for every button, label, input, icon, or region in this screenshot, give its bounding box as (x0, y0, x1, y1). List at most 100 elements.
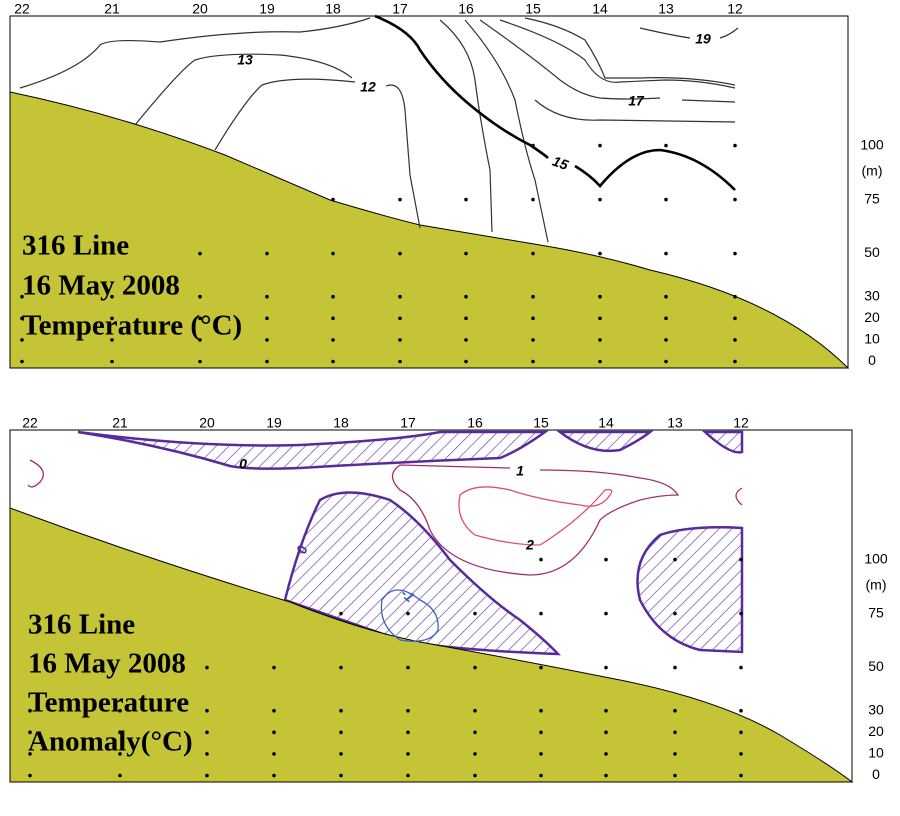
sample-point (733, 197, 737, 202)
sample-point (110, 316, 114, 321)
sample-point (673, 773, 677, 778)
depth-label: 75 (868, 604, 884, 620)
sample-point (198, 359, 202, 364)
sample-point (673, 752, 677, 756)
contour-label: 19 (695, 31, 711, 47)
sample-point (539, 665, 543, 670)
contour-label: 13 (237, 52, 253, 68)
sample-point (464, 197, 468, 202)
title-line: 316 Line (28, 609, 135, 641)
sample-point (110, 294, 114, 299)
sample-point (598, 294, 602, 299)
station-label: 21 (112, 415, 128, 431)
sample-point (339, 708, 343, 713)
sample-point (272, 665, 276, 670)
contour-label: 15 (550, 153, 570, 173)
sample-point (406, 611, 410, 616)
sample-point (733, 316, 737, 321)
sample-point (673, 708, 677, 713)
sample-point (205, 708, 209, 713)
depth-label: 0 (872, 766, 880, 782)
title-line: 16 May 2008 (22, 270, 180, 302)
depth-label: 50 (864, 244, 880, 260)
sample-point (464, 359, 468, 364)
title-line: 316 Line (22, 230, 129, 262)
station-label: 12 (733, 415, 749, 431)
sample-point (339, 611, 343, 616)
seafloor (9, 91, 850, 369)
contour-label: 1 (516, 463, 524, 479)
sample-point (198, 294, 202, 299)
station-label: 17 (400, 415, 416, 431)
sample-point (265, 316, 269, 321)
sample-point (398, 251, 402, 256)
sample-point (739, 708, 743, 713)
station-label: 13 (667, 415, 683, 431)
sample-point (739, 773, 743, 778)
sample-point (205, 773, 209, 778)
sample-point (539, 773, 543, 778)
sample-point (20, 359, 24, 364)
sample-point (473, 752, 477, 756)
negative-region (77, 430, 549, 470)
sample-point (604, 611, 608, 616)
contour-label: 12 (360, 79, 376, 95)
sample-point (733, 338, 737, 342)
sample-point (739, 752, 743, 756)
title-line: Temperature (28, 687, 189, 719)
sample-point (20, 316, 24, 321)
contours (19, 14, 739, 243)
sample-point (598, 143, 602, 148)
sample-point (598, 316, 602, 321)
contours (27, 459, 743, 642)
sample-point (664, 359, 668, 364)
depth-label: 10 (864, 331, 880, 347)
sample-point (664, 338, 668, 342)
sample-point (598, 251, 602, 256)
sample-point (398, 197, 402, 202)
station-label: 19 (266, 415, 282, 431)
sample-point (473, 665, 477, 670)
station-label: 22 (22, 415, 38, 431)
sample-point (673, 730, 677, 735)
station-label: 17 (392, 1, 408, 17)
panel-labels: 22 21 20 19 18 17 16 15 14 13 12 0 10 20 30 50 75 100 (m) 3… (14, 1, 884, 369)
station-label: 18 (333, 415, 349, 431)
sample-point (118, 708, 122, 713)
sample-point (406, 773, 410, 778)
station-label: 14 (592, 1, 608, 17)
seafloor (9, 507, 854, 783)
title-line: 16 May 2008 (28, 648, 186, 680)
sample-point (664, 143, 668, 148)
sample-point (406, 665, 410, 670)
sample-point (739, 557, 743, 562)
sample-point (604, 557, 608, 562)
sample-point (398, 359, 402, 364)
sample-point (20, 338, 24, 342)
sample-point (539, 557, 543, 562)
station-label: 16 (458, 1, 474, 17)
sample-point (539, 708, 543, 713)
sample-point (739, 730, 743, 735)
sample-point (406, 708, 410, 713)
sample-point (406, 730, 410, 735)
sample-point (110, 359, 114, 364)
station-label: 19 (259, 1, 275, 17)
contour-label: 0 (239, 456, 247, 472)
sample-point (28, 752, 32, 756)
sample-point (733, 251, 737, 256)
sample-point (673, 557, 677, 562)
sample-point (398, 294, 402, 299)
sample-point (331, 338, 335, 342)
panel-top (9, 14, 850, 369)
contour-label: 0 (293, 544, 311, 556)
sample-point (265, 251, 269, 256)
sample-point (464, 316, 468, 321)
title-line: Anomaly(°C) (28, 726, 193, 758)
sample-point (531, 197, 535, 202)
sample-point (198, 338, 202, 342)
depth-label: 0 (868, 352, 876, 368)
sample-point (272, 708, 276, 713)
sample-point (539, 730, 543, 735)
depth-label: 100 (864, 550, 888, 566)
